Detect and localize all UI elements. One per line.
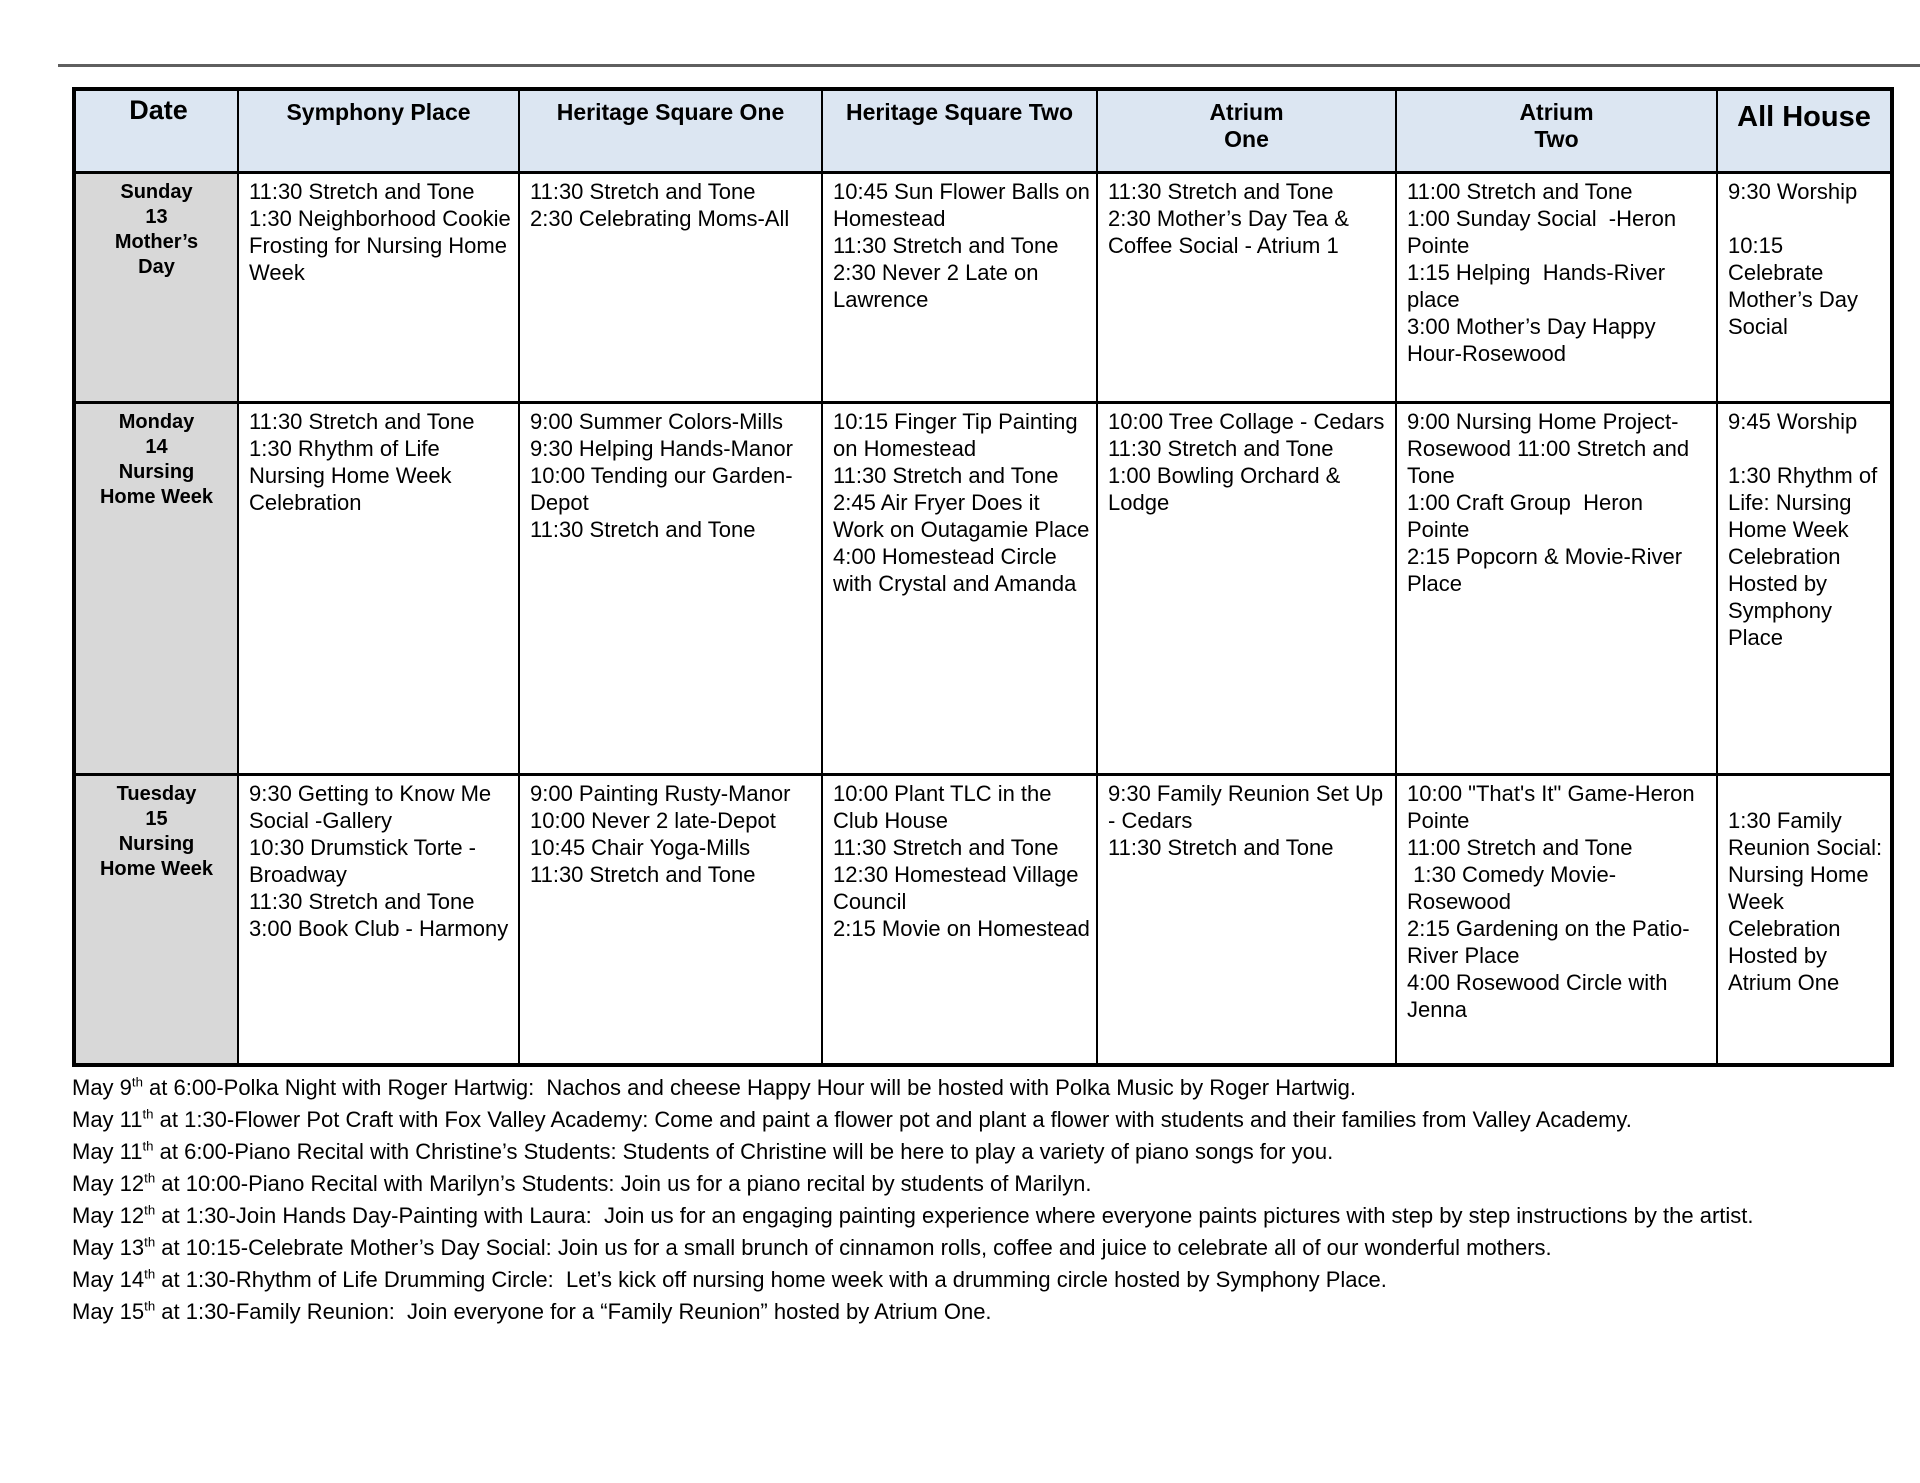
note-text: at 6:00-Polka Night with Roger Hartwig: …	[142, 1075, 1356, 1100]
cell-monday-heritage-square-one: 9:00 Summer Colors-Mills 9:30 Helping Ha…	[518, 400, 823, 775]
note-ordinal-suffix: th	[144, 1234, 156, 1250]
date-cell-sunday-13: Sunday 13 Mother’s Day	[73, 170, 239, 403]
cell-tuesday-atrium-one: 9:30 Family Reunion Set Up - Cedars 11:3…	[1096, 772, 1397, 1066]
note-ordinal-suffix: th	[144, 1266, 156, 1282]
note-ordinal-suffix: th	[144, 1170, 156, 1186]
note-may-11-piano-recital-christine: May 11th at 6:00-Piano Recital with Chri…	[72, 1136, 1868, 1168]
note-date: May 13	[72, 1235, 145, 1260]
cell-monday-all-house: 9:45 Worship 1:30 Rhythm of Life: Nursin…	[1716, 400, 1893, 775]
cell-monday-heritage-square-two: 10:15 Finger Tip Painting on Homestead 1…	[821, 400, 1098, 775]
cell-sunday-atrium-one: 11:30 Stretch and Tone 2:30 Mother’s Day…	[1096, 170, 1397, 403]
note-text: at 1:30-Rhythm of Life Drumming Circle: …	[155, 1267, 1387, 1292]
note-text: at 1:30-Family Reunion: Join everyone fo…	[155, 1299, 992, 1324]
note-date: May 11	[72, 1107, 143, 1132]
col-header-heritage-square-two: Heritage Square Two	[821, 88, 1098, 174]
header-row: Date Symphony Place Heritage Square One …	[73, 88, 1893, 174]
col-header-atrium-two: Atrium Two	[1395, 88, 1718, 174]
note-may-12-join-hands-day-painting: May 12th at 1:30-Join Hands Day-Painting…	[72, 1200, 1868, 1232]
cell-sunday-atrium-two: 11:00 Stretch and Tone 1:00 Sunday Socia…	[1395, 170, 1718, 403]
note-may-11-flower-pot-craft: May 11th at 1:30-Flower Pot Craft with F…	[72, 1104, 1868, 1136]
table-row-tuesday-15: Tuesday 15 Nursing Home Week 9:30 Gettin…	[73, 772, 1893, 1066]
cell-sunday-symphony-place: 11:30 Stretch and Tone 1:30 Neighborhood…	[237, 170, 520, 403]
cell-sunday-all-house: 9:30 Worship 10:15 Celebrate Mother’s Da…	[1716, 170, 1893, 403]
table-row-sunday-13: Sunday 13 Mother’s Day 11:30 Stretch and…	[73, 170, 1893, 403]
note-text: at 1:30-Flower Pot Craft with Fox Valley…	[153, 1107, 1632, 1132]
cell-tuesday-atrium-two: 10:00 "That's It" Game-Heron Pointe 11:0…	[1395, 772, 1718, 1066]
note-text: at 10:00-Piano Recital with Marilyn’s St…	[155, 1171, 1092, 1196]
note-may-14-drumming-circle: May 14th at 1:30-Rhythm of Life Drumming…	[72, 1264, 1868, 1296]
activity-schedule-table: Date Symphony Place Heritage Square One …	[72, 87, 1894, 1067]
date-cell-monday-14: Monday 14 Nursing Home Week	[73, 400, 239, 775]
note-may-15-family-reunion: May 15th at 1:30-Family Reunion: Join ev…	[72, 1296, 1868, 1328]
note-ordinal-suffix: th	[142, 1106, 154, 1122]
page-top-rule	[58, 64, 1920, 67]
note-text: at 10:15-Celebrate Mother’s Day Social: …	[155, 1235, 1552, 1260]
note-ordinal-suffix: th	[144, 1298, 156, 1314]
cell-sunday-heritage-square-two: 10:45 Sun Flower Balls on Homestead 11:3…	[821, 170, 1098, 403]
cell-tuesday-all-house: 1:30 Family Reunion Social: Nursing Home…	[1716, 772, 1893, 1066]
col-header-heritage-square-one: Heritage Square One	[518, 88, 823, 174]
note-date: May 12	[72, 1203, 145, 1228]
note-ordinal-suffix: th	[144, 1202, 156, 1218]
note-date: May 11	[72, 1139, 143, 1164]
col-header-atrium-one: Atrium One	[1096, 88, 1397, 174]
cell-monday-atrium-one: 10:00 Tree Collage - Cedars 11:30 Stretc…	[1096, 400, 1397, 775]
note-date: May 12	[72, 1171, 145, 1196]
note-may-12-piano-recital-marilyn: May 12th at 10:00-Piano Recital with Mar…	[72, 1168, 1868, 1200]
col-header-all-house: All House	[1716, 88, 1893, 174]
date-cell-tuesday-15: Tuesday 15 Nursing Home Week	[73, 772, 239, 1066]
note-date: May 9	[72, 1075, 132, 1100]
cell-monday-symphony-place: 11:30 Stretch and Tone 1:30 Rhythm of Li…	[237, 400, 520, 775]
note-ordinal-suffix: th	[131, 1074, 143, 1090]
col-header-date: Date	[73, 88, 239, 174]
note-may-13-mothers-day-social: May 13th at 10:15-Celebrate Mother’s Day…	[72, 1232, 1868, 1264]
cell-sunday-heritage-square-one: 11:30 Stretch and Tone 2:30 Celebrating …	[518, 170, 823, 403]
note-text: at 1:30-Join Hands Day-Painting with Lau…	[155, 1203, 1754, 1228]
cell-monday-atrium-two: 9:00 Nursing Home Project-Rosewood 11:00…	[1395, 400, 1718, 775]
note-text: at 6:00-Piano Recital with Christine’s S…	[153, 1139, 1334, 1164]
cell-tuesday-symphony-place: 9:30 Getting to Know Me Social -Gallery …	[237, 772, 520, 1066]
cell-tuesday-heritage-square-one: 9:00 Painting Rusty-Manor 10:00 Never 2 …	[518, 772, 823, 1066]
note-date: May 15	[72, 1299, 145, 1324]
note-may-9-polka-night: May 9th at 6:00-Polka Night with Roger H…	[72, 1072, 1868, 1104]
note-ordinal-suffix: th	[142, 1138, 154, 1154]
col-header-symphony-place: Symphony Place	[237, 88, 520, 174]
special-events-notes: May 9th at 6:00-Polka Night with Roger H…	[72, 1072, 1868, 1328]
table-row-monday-14: Monday 14 Nursing Home Week 11:30 Stretc…	[73, 400, 1893, 775]
cell-tuesday-heritage-square-two: 10:00 Plant TLC in the Club House 11:30 …	[821, 772, 1098, 1066]
note-date: May 14	[72, 1267, 145, 1292]
